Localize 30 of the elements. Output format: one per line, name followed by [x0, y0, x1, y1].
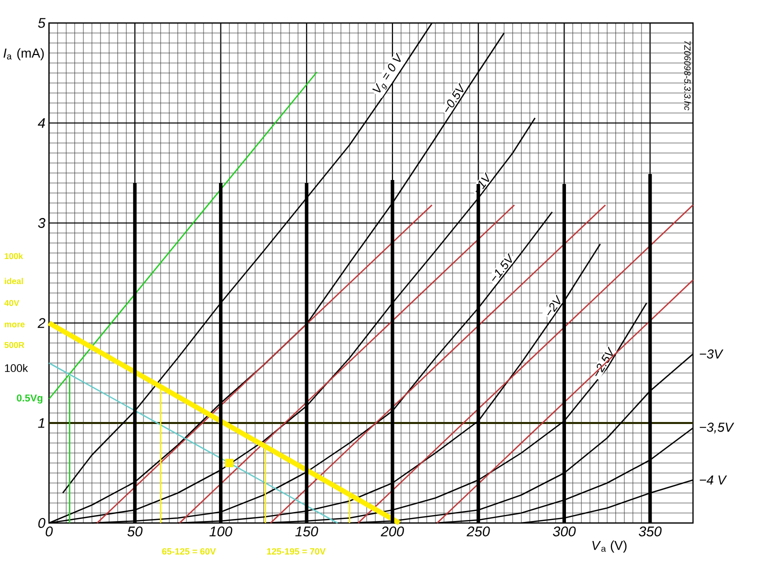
y-tick-label: 3: [38, 218, 46, 228]
x-axis-title: V$_{a}$ (V): [592, 540, 627, 553]
text: more: [4, 322, 25, 328]
series-label: −3V: [700, 349, 724, 359]
series-label: −4 V: [700, 476, 727, 484]
y-tick-label: 5: [38, 18, 46, 28]
x-tick-label: 300: [552, 526, 576, 536]
text: V$_{g}$ = 0 V: [372, 52, 401, 93]
x-tick-label: 150: [295, 526, 318, 536]
x-tick-label: 50: [127, 526, 143, 536]
annotation: 125-195 = 70V: [267, 548, 326, 555]
y-tick-label: 0: [38, 518, 46, 528]
x-tick-label: 100: [209, 526, 232, 536]
text: 100k: [5, 364, 28, 372]
y-tick-label: 2: [38, 318, 46, 328]
text: ideal: [4, 278, 23, 284]
x-tick-label: 200: [380, 526, 404, 536]
annotation: 7Z06098-5.3.3.hc: [684, 41, 691, 110]
text: 40V: [4, 300, 20, 306]
y-axis-title: I$_{a}$ (mA): [4, 48, 44, 60]
annotation: 65-125 = 60V: [162, 548, 216, 555]
series-label: 0.5Vg: [16, 394, 42, 404]
x-tick-label: 350: [638, 526, 662, 536]
series-label: −3,5V: [700, 422, 734, 434]
text: 500R: [4, 342, 24, 348]
y-tick-label: 4: [38, 118, 45, 128]
x-tick-label: 250: [466, 526, 490, 536]
x-tick-label: 0: [46, 526, 53, 536]
text: 100k: [4, 252, 24, 260]
y-tick-label: 1: [38, 418, 44, 428]
